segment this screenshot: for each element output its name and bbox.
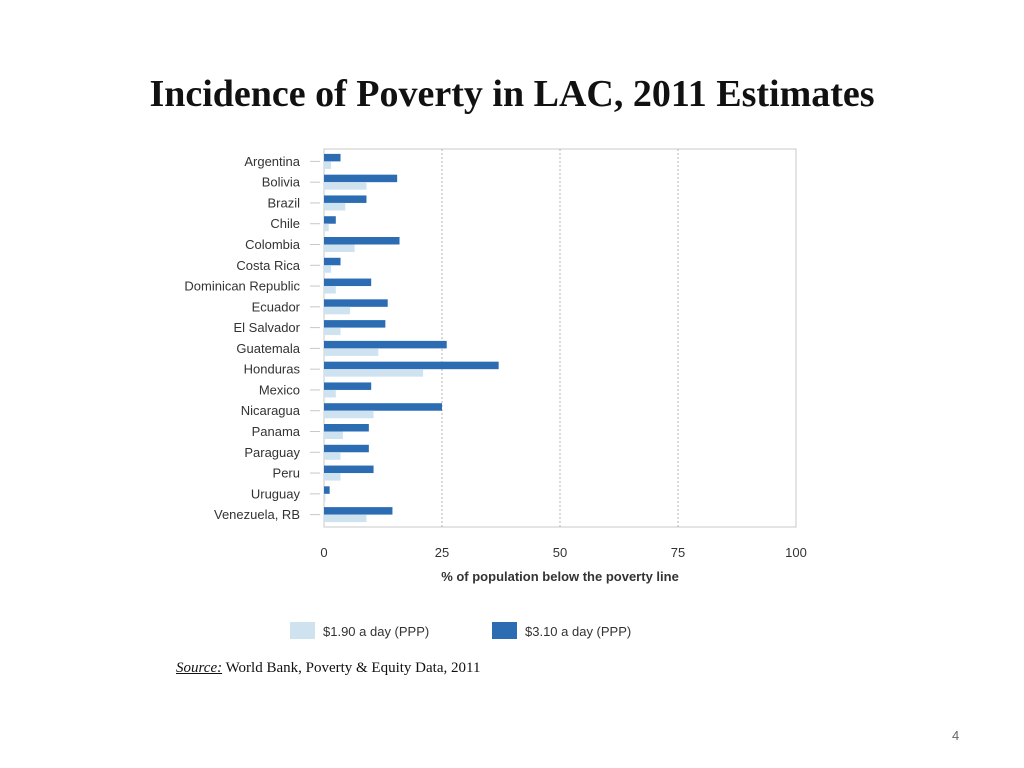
page-number: 4 [952, 728, 960, 743]
bar-190-14 [324, 452, 341, 460]
category-label: Brazil [267, 195, 300, 210]
legend: $1.90 a day (PPP) $3.10 a day (PPP) [290, 622, 631, 639]
bar-190-15 [324, 473, 341, 481]
category-label: Bolivia [262, 175, 301, 190]
source-note: Source: World Bank, Poverty & Equity Dat… [176, 660, 480, 677]
x-tick-label: 0 [320, 545, 327, 560]
bar-310-15 [324, 465, 374, 474]
bar-310-5 [324, 257, 341, 266]
bar-chart: Argentina Bolivia Brazil Chile Colombia Costa… [184, 148, 807, 639]
bar-190-12 [324, 410, 374, 419]
legend-swatch-1 [492, 622, 517, 639]
bar-190-6 [324, 286, 336, 294]
bar-190-8 [324, 327, 341, 336]
bar-190-3 [324, 223, 329, 232]
bar-310-16 [324, 486, 330, 494]
bar-190-7 [324, 306, 350, 315]
bar-310-11 [324, 382, 372, 390]
category-label: Peru [273, 466, 300, 481]
bar-310-9 [324, 340, 447, 349]
bar-310-6 [324, 278, 372, 287]
bar-310-7 [324, 299, 388, 307]
category-label: Honduras [244, 362, 301, 377]
x-tick-label: 25 [435, 545, 449, 560]
category-label: Argentina [244, 154, 300, 169]
source-label: Source: [176, 660, 223, 676]
bar-190-11 [324, 389, 336, 398]
bar-190-17 [324, 514, 367, 523]
category-label: Colombia [245, 237, 301, 252]
x-tick-labels: 0 25 50 75 100 [320, 545, 806, 560]
source-text: World Bank, Poverty & Equity Data, 2011 [222, 660, 481, 676]
bar-190-0 [324, 161, 332, 169]
legend-label: $1.90 a day (PPP) [323, 624, 429, 639]
bar-310-4 [324, 237, 400, 245]
category-label: Chile [270, 216, 300, 231]
bar-190-4 [324, 244, 355, 252]
x-tick-label: 100 [785, 545, 807, 560]
category-label: Dominican Republic [184, 279, 300, 294]
bar-190-2 [324, 202, 346, 211]
bar-190-13 [324, 431, 343, 439]
x-tick-label: 75 [671, 545, 685, 560]
category-label: Nicaragua [241, 403, 301, 418]
bar-310-12 [324, 403, 442, 411]
bar-190-16 [324, 493, 326, 502]
bar-310-1 [324, 174, 398, 183]
legend-label: $3.10 a day (PPP) [525, 624, 631, 639]
bar-310-13 [324, 424, 369, 432]
bar-310-3 [324, 216, 336, 224]
bar-190-1 [324, 182, 367, 190]
category-labels: Argentina Bolivia Brazil Chile Colombia Costa… [184, 154, 320, 522]
bar-310-8 [324, 320, 386, 328]
bars [324, 153, 499, 523]
category-label: Mexico [259, 382, 300, 397]
bar-310-0 [324, 153, 341, 162]
bar-190-10 [324, 369, 424, 377]
category-label: El Salvador [234, 320, 301, 335]
slide-title: Incidence of Poverty in LAC, 2011 Estima… [149, 73, 875, 115]
bar-310-10 [324, 361, 499, 370]
bar-190-9 [324, 348, 379, 356]
bar-310-14 [324, 444, 369, 453]
category-label: Paraguay [244, 445, 300, 460]
bar-310-2 [324, 195, 367, 203]
legend-swatch-0 [290, 622, 315, 639]
bar-310-17 [324, 507, 393, 515]
category-label: Guatemala [236, 341, 300, 356]
category-label: Costa Rica [236, 258, 300, 273]
x-tick-label: 50 [553, 545, 567, 560]
category-label: Venezuela, RB [214, 507, 300, 522]
category-label: Panama [252, 424, 301, 439]
gridlines [441, 149, 679, 527]
bar-190-5 [324, 265, 332, 273]
x-axis-label: % of population below the poverty line [441, 569, 679, 584]
category-label: Uruguay [251, 486, 301, 501]
category-label: Ecuador [252, 299, 301, 314]
